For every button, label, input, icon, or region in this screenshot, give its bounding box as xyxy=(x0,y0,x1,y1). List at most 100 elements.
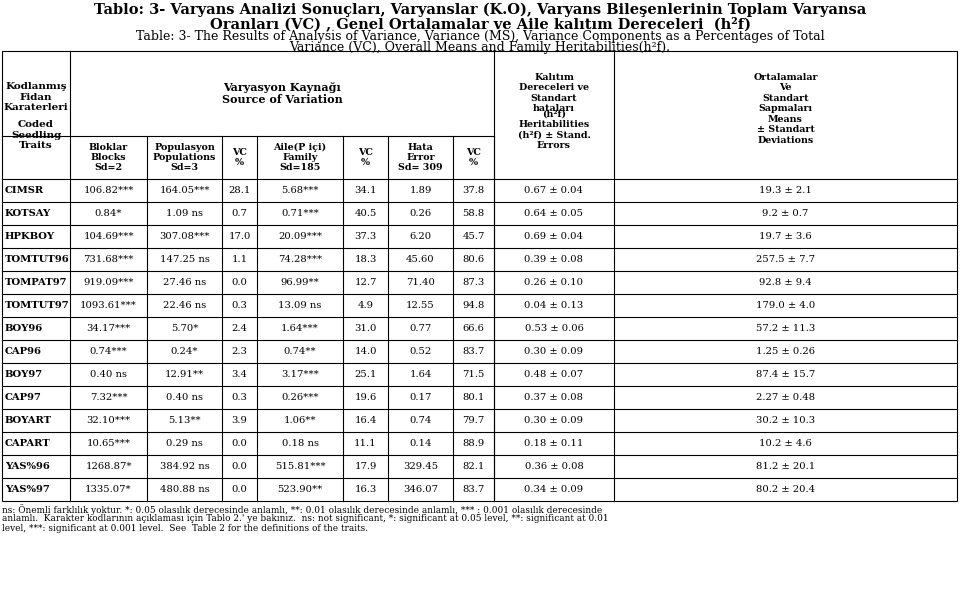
Text: 0.52: 0.52 xyxy=(409,347,432,356)
Text: 0.69 ± 0.04: 0.69 ± 0.04 xyxy=(524,232,584,241)
Text: 96.99**: 96.99** xyxy=(280,278,320,287)
Text: 83.7: 83.7 xyxy=(463,485,485,494)
Text: 18.3: 18.3 xyxy=(354,255,376,264)
Text: BOY96: BOY96 xyxy=(5,324,43,333)
Text: Coded
Seedling
Traits: Coded Seedling Traits xyxy=(11,120,61,150)
Text: TOMTUT96: TOMTUT96 xyxy=(5,255,70,264)
Text: 480.88 ns: 480.88 ns xyxy=(159,485,209,494)
Text: 0.77: 0.77 xyxy=(409,324,432,333)
Text: 0.3: 0.3 xyxy=(231,393,248,402)
Text: 0.0: 0.0 xyxy=(231,439,248,448)
Text: 3.17***: 3.17*** xyxy=(281,370,319,379)
Text: 0.84*: 0.84* xyxy=(95,209,122,218)
Text: 5.68***: 5.68*** xyxy=(281,186,319,195)
Text: 164.05***: 164.05*** xyxy=(159,186,209,195)
Text: Kalıtım
Dereceleri ve
Standart
hataları: Kalıtım Dereceleri ve Standart hataları xyxy=(519,73,589,113)
Text: 25.1: 25.1 xyxy=(354,370,376,379)
Text: 19.3 ± 2.1: 19.3 ± 2.1 xyxy=(759,186,812,195)
Text: TOMPAT97: TOMPAT97 xyxy=(5,278,67,287)
Text: YAS%96: YAS%96 xyxy=(5,462,50,471)
Text: 31.0: 31.0 xyxy=(354,324,376,333)
Text: 17.0: 17.0 xyxy=(228,232,251,241)
Text: 14.0: 14.0 xyxy=(354,347,376,356)
Text: 17.9: 17.9 xyxy=(354,462,376,471)
Text: 83.7: 83.7 xyxy=(463,347,485,356)
Text: 71.5: 71.5 xyxy=(463,370,485,379)
Text: 0.48 ± 0.07: 0.48 ± 0.07 xyxy=(524,370,584,379)
Text: 45.60: 45.60 xyxy=(406,255,435,264)
Text: 5.70*: 5.70* xyxy=(171,324,198,333)
Text: 10.2 ± 4.6: 10.2 ± 4.6 xyxy=(759,439,812,448)
Text: Variance (VC), Overall Means and Family Heritabilities(h²f).: Variance (VC), Overall Means and Family … xyxy=(290,41,670,54)
Text: 0.34 ± 0.09: 0.34 ± 0.09 xyxy=(524,485,584,494)
Text: VC
%: VC % xyxy=(466,148,481,167)
Text: 1.06**: 1.06** xyxy=(284,416,316,425)
Text: Ortalamalar
Ve
Standart
Sapmaları: Ortalamalar Ve Standart Sapmaları xyxy=(754,73,818,113)
Text: 346.07: 346.07 xyxy=(403,485,438,494)
Text: 37.3: 37.3 xyxy=(354,232,376,241)
Text: 1.64: 1.64 xyxy=(409,370,432,379)
Text: 1.64***: 1.64*** xyxy=(281,324,319,333)
Text: CAP97: CAP97 xyxy=(5,393,42,402)
Text: 92.8 ± 9.4: 92.8 ± 9.4 xyxy=(759,278,812,287)
Text: 19.7 ± 3.6: 19.7 ± 3.6 xyxy=(759,232,812,241)
Text: 0.18 ± 0.11: 0.18 ± 0.11 xyxy=(524,439,584,448)
Text: 0.3: 0.3 xyxy=(231,301,248,310)
Text: 11.1: 11.1 xyxy=(354,439,377,448)
Text: 66.6: 66.6 xyxy=(463,324,485,333)
Text: 34.17***: 34.17*** xyxy=(86,324,131,333)
Text: ns: Önemli farklılık yoktur. *: 0.05 olasılık derecesinde anlamlı, **: 0.01 olas: ns: Önemli farklılık yoktur. *: 0.05 ola… xyxy=(2,504,602,515)
Text: 16.3: 16.3 xyxy=(354,485,376,494)
Text: 104.69***: 104.69*** xyxy=(84,232,133,241)
Text: 9.2 ± 0.7: 9.2 ± 0.7 xyxy=(762,209,808,218)
Text: 7.32***: 7.32*** xyxy=(89,393,128,402)
Text: 3.4: 3.4 xyxy=(231,370,248,379)
Text: KOTSAY: KOTSAY xyxy=(5,209,51,218)
Text: CAP96: CAP96 xyxy=(5,347,42,356)
Text: Hata
Error
Sd= 309: Hata Error Sd= 309 xyxy=(398,143,443,172)
Text: 0.36 ± 0.08: 0.36 ± 0.08 xyxy=(524,462,584,471)
Text: 16.4: 16.4 xyxy=(354,416,376,425)
Text: 0.04 ± 0.13: 0.04 ± 0.13 xyxy=(524,301,584,310)
Text: 57.2 ± 11.3: 57.2 ± 11.3 xyxy=(756,324,815,333)
Text: 0.40 ns: 0.40 ns xyxy=(166,393,203,402)
Text: 1268.87*: 1268.87* xyxy=(85,462,132,471)
Text: CAPART: CAPART xyxy=(5,439,51,448)
Text: 45.7: 45.7 xyxy=(463,232,485,241)
Text: 0.26: 0.26 xyxy=(409,209,432,218)
Text: Means
± Standart
Deviations: Means ± Standart Deviations xyxy=(756,115,814,145)
Text: 0.0: 0.0 xyxy=(231,485,248,494)
Text: 71.40: 71.40 xyxy=(406,278,435,287)
Text: TOMTUT97: TOMTUT97 xyxy=(5,301,70,310)
Text: 80.1: 80.1 xyxy=(463,393,485,402)
Text: 12.7: 12.7 xyxy=(354,278,376,287)
Text: 1.1: 1.1 xyxy=(231,255,248,264)
Text: 2.3: 2.3 xyxy=(231,347,248,356)
Text: 80.6: 80.6 xyxy=(463,255,485,264)
Text: 19.6: 19.6 xyxy=(354,393,376,402)
Text: CIMSR: CIMSR xyxy=(5,186,44,195)
Text: 1093.61***: 1093.61*** xyxy=(80,301,137,310)
Text: 1.25 ± 0.26: 1.25 ± 0.26 xyxy=(756,347,815,356)
Text: 10.65***: 10.65*** xyxy=(86,439,131,448)
Text: level, ***: significant at 0.001 level.  See  Table 2 for the definitions of the: level, ***: significant at 0.001 level. … xyxy=(2,524,368,533)
Text: 74.28***: 74.28*** xyxy=(278,255,322,264)
Text: Aile(P içi)
Family
Sd=185: Aile(P içi) Family Sd=185 xyxy=(274,143,326,172)
Text: Bloklar
Blocks
Sd=2: Bloklar Blocks Sd=2 xyxy=(89,143,128,172)
Text: Varyasyon Kaynağı
Source of Variation: Varyasyon Kaynağı Source of Variation xyxy=(222,82,343,105)
Text: 0.30 ± 0.09: 0.30 ± 0.09 xyxy=(524,347,584,356)
Text: 147.25 ns: 147.25 ns xyxy=(159,255,209,264)
Text: 0.40 ns: 0.40 ns xyxy=(90,370,127,379)
Text: 6.20: 6.20 xyxy=(409,232,432,241)
Text: 0.30 ± 0.09: 0.30 ± 0.09 xyxy=(524,416,584,425)
Text: 79.7: 79.7 xyxy=(463,416,485,425)
Text: 329.45: 329.45 xyxy=(403,462,438,471)
Text: anlamlı.  Karakter kodlarının açıklaması için Tablo 2.' ye bakınız.  ns: not sig: anlamlı. Karakter kodlarının açıklaması … xyxy=(2,514,609,523)
Text: 0.37 ± 0.08: 0.37 ± 0.08 xyxy=(524,393,584,402)
Text: 1335.07*: 1335.07* xyxy=(85,485,132,494)
Text: 0.67 ± 0.04: 0.67 ± 0.04 xyxy=(524,186,584,195)
Text: 58.8: 58.8 xyxy=(463,209,485,218)
Text: 87.4 ± 15.7: 87.4 ± 15.7 xyxy=(756,370,815,379)
Text: 0.74**: 0.74** xyxy=(284,347,316,356)
Text: 0.17: 0.17 xyxy=(409,393,432,402)
